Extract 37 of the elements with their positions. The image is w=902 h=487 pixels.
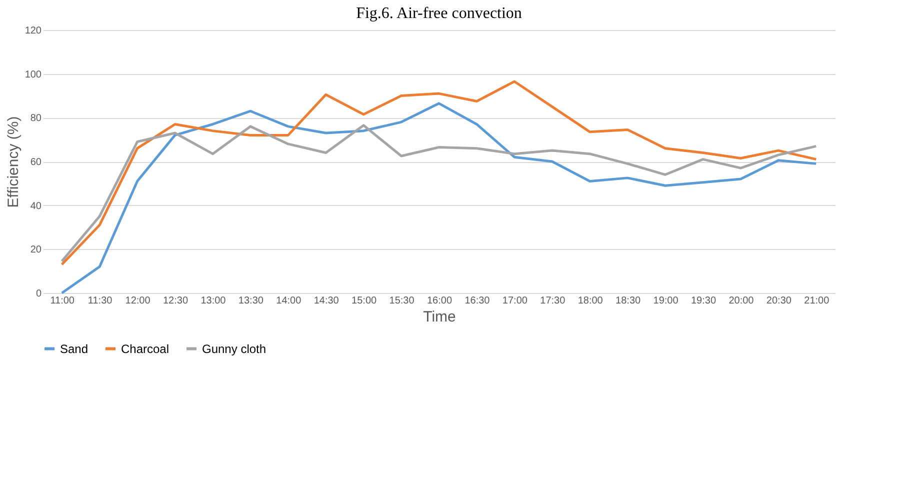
x-tick-label: 15:00: [352, 296, 378, 306]
y-tick-label: 20: [30, 244, 42, 256]
x-tick-label: 19:30: [690, 296, 716, 306]
line-series: [60, 80, 818, 266]
x-tick-label: 14:00: [276, 296, 302, 306]
x-tick-label: 20:30: [766, 296, 792, 306]
legend-label: Charcoal: [121, 342, 170, 356]
legend-label: Gunny cloth: [202, 342, 266, 356]
line-series: [60, 102, 818, 294]
x-tick-label: 12:30: [162, 296, 188, 306]
y-tick-label: 120: [24, 26, 42, 36]
y-tick-label: 100: [24, 69, 42, 80]
chart-title: Fig.6. Air-free convection: [356, 5, 522, 22]
y-tick-label: 60: [30, 157, 42, 168]
x-tick-label: 16:30: [464, 296, 490, 306]
x-tick-label: 18:00: [578, 296, 604, 306]
x-axis-title: Time: [423, 308, 456, 326]
x-tick-label: 14:30: [314, 296, 340, 306]
x-tick-label: 12:00: [125, 296, 151, 306]
x-tick-label: 16:00: [426, 296, 452, 306]
legend-label: Sand: [60, 342, 88, 356]
y-tick-label: 40: [30, 200, 42, 212]
y-axis-title: Efficiency (%): [4, 116, 22, 208]
x-tick-label: 15:30: [389, 296, 415, 306]
x-tick-label: 21:00: [804, 296, 830, 306]
x-tick-label: 11:30: [88, 296, 113, 306]
x-tick-label: 11:00: [50, 296, 75, 306]
x-tick-label: 17:00: [502, 296, 528, 306]
x-tick-label: 18:30: [616, 296, 642, 306]
y-tick-label: 80: [30, 113, 42, 124]
line-series: [60, 124, 818, 262]
x-tick-label: 13:30: [238, 296, 264, 306]
x-tick-label: 17:30: [540, 296, 566, 306]
x-tick-label: 19:00: [653, 296, 679, 306]
x-tick-label: 13:00: [200, 296, 226, 306]
x-tick-label: 20:00: [728, 296, 754, 306]
y-tick-label: 0: [36, 288, 42, 300]
